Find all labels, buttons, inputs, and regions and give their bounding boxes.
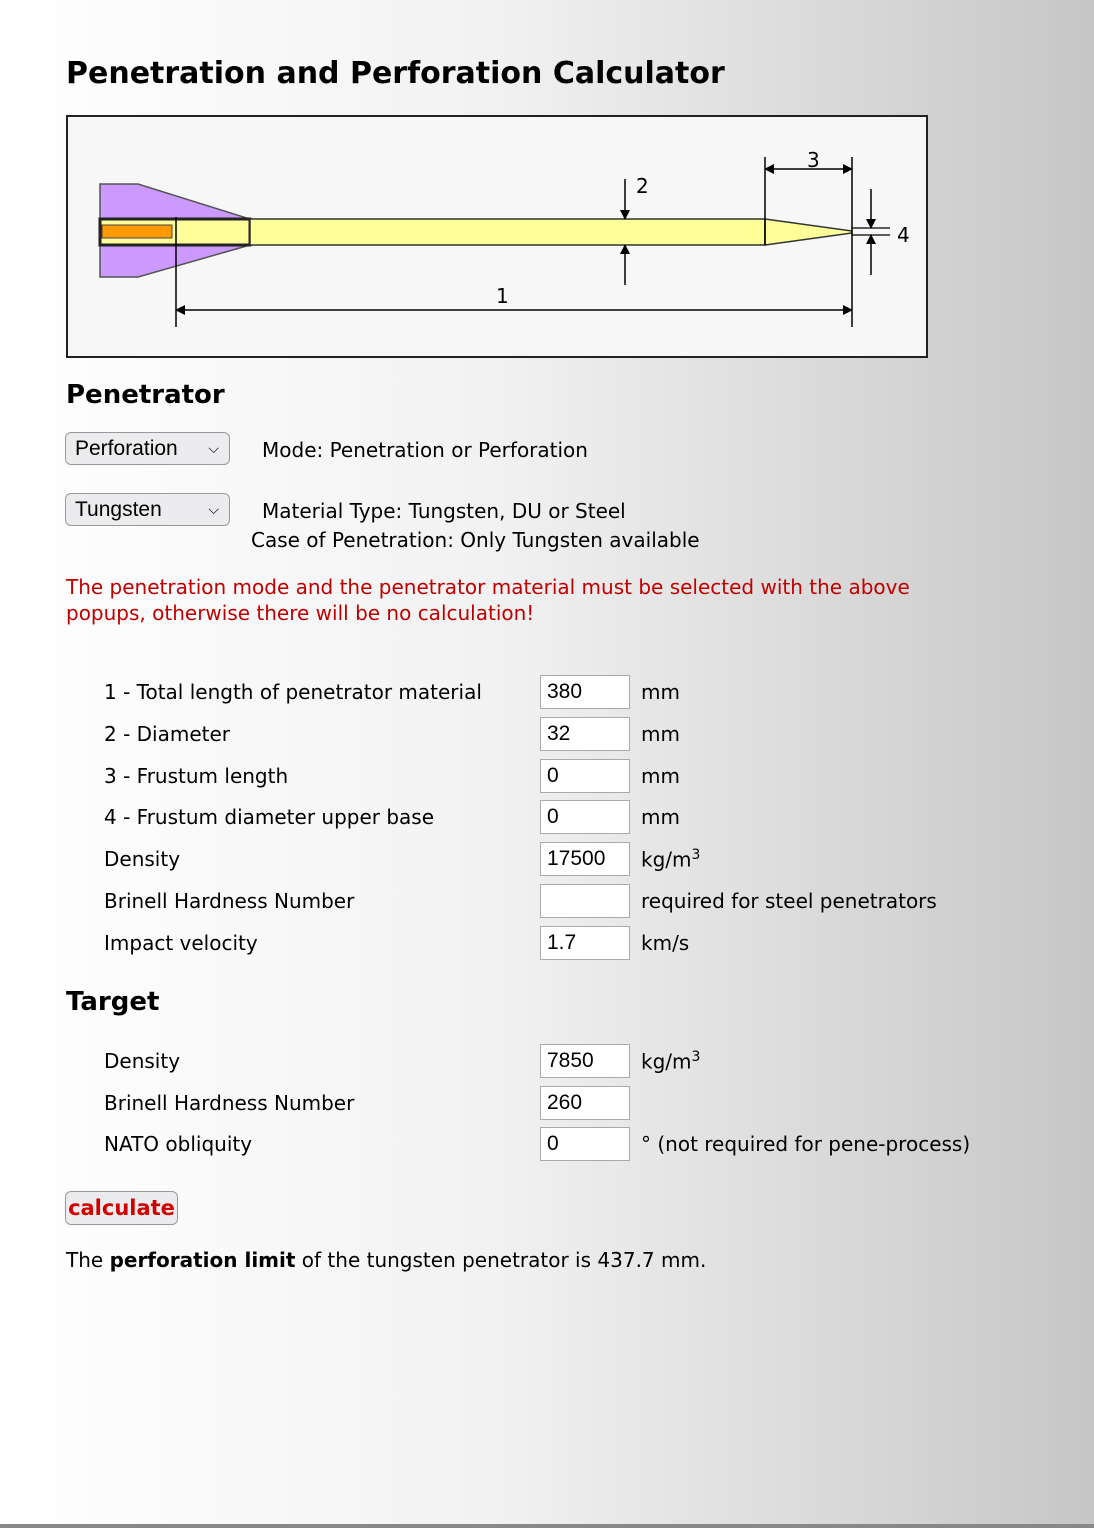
unit-text: ° (not required for pene-process)	[641, 1132, 971, 1156]
warning-text: The penetration mode and the penetrator …	[66, 575, 910, 625]
material-note: Case of Penetration: Only Tungsten avail…	[251, 528, 700, 552]
field-label: NATO obliquity	[104, 1132, 253, 1156]
page-title: Penetration and Perforation Calculator	[66, 56, 725, 91]
unit-text: kg/m	[641, 1049, 692, 1074]
material-description: Material Type: Tungsten, DU or Steel	[262, 499, 626, 523]
field-unit: required for steel penetrators	[641, 889, 937, 913]
unit-text: kg/m	[641, 847, 692, 872]
rod	[249, 218, 766, 246]
unit-text: required for steel penetrators	[641, 889, 937, 913]
label-4: 4	[897, 223, 910, 247]
field-label: Impact velocity	[104, 930, 258, 955]
material-select-value: Tungsten	[75, 498, 162, 521]
unit-text: mm	[641, 805, 680, 830]
field-input[interactable]	[540, 884, 630, 918]
field-unit: mm	[641, 805, 680, 829]
mode-select[interactable]: Perforation ⌵	[65, 432, 230, 465]
field-input[interactable]: 0	[540, 758, 630, 793]
field-input[interactable]: 7850	[540, 1044, 630, 1078]
field-label: Brinell Hardness Number	[104, 889, 355, 913]
target-heading: Target	[66, 987, 160, 1017]
field-unit: ° (not required for pene-process)	[641, 1132, 970, 1156]
material-select[interactable]: Tungsten ⌵	[65, 493, 230, 526]
penetrator-drawing: 3 2 1 4	[98, 148, 910, 327]
unit-text: mm	[641, 721, 680, 746]
core	[101, 224, 173, 239]
result-prefix: The	[66, 1248, 110, 1272]
field-label: Density	[104, 847, 181, 872]
field-unit: kg/m3	[641, 1049, 700, 1074]
calculate-button[interactable]: calculate	[65, 1191, 178, 1225]
mode-select-value: Perforation	[75, 437, 178, 460]
field-unit: mm	[641, 764, 680, 788]
bottom-border	[0, 1524, 1094, 1528]
label-1: 1	[496, 284, 509, 308]
field-input[interactable]: 17500	[540, 842, 630, 877]
field-input[interactable]: 1.7	[540, 925, 630, 960]
sleeve	[98, 217, 252, 247]
field-label: 1 - Total length of penetrator material	[104, 680, 482, 704]
field-input[interactable]: 0	[540, 1127, 630, 1161]
penetrator-diagram: 3 2 1 4	[66, 115, 928, 358]
label-3: 3	[807, 148, 820, 172]
unit-superscript: 3	[691, 847, 701, 864]
result-bold: perforation limit	[109, 1248, 296, 1272]
field-input[interactable]: 380	[540, 675, 630, 709]
result-text: The perforation limit of the tungsten pe…	[66, 1248, 706, 1272]
field-unit: kg/m3	[641, 847, 700, 872]
field-label: Density	[104, 1049, 181, 1073]
field-unit: mm	[641, 680, 680, 704]
field-label: 4 - Frustum diameter upper base	[104, 805, 435, 830]
unit-superscript: 3	[691, 1049, 701, 1065]
chevron-down-icon: ⌵	[208, 501, 219, 517]
field-unit: mm	[641, 722, 680, 746]
result-suffix: of the tungsten penetrator is 437.7 mm.	[295, 1248, 707, 1272]
chevron-down-icon: ⌵	[208, 440, 219, 456]
field-input[interactable]: 0	[540, 800, 630, 835]
field-label: 2 - Diameter	[104, 721, 231, 746]
field-unit: km/s	[641, 931, 689, 955]
field-input[interactable]: 260	[540, 1085, 630, 1120]
field-label: Brinell Hardness Number	[104, 1090, 355, 1115]
mode-description: Mode: Penetration or Perforation	[262, 438, 588, 462]
frustum	[764, 218, 853, 246]
unit-text: mm	[641, 680, 680, 704]
unit-text: mm	[641, 763, 680, 788]
unit-text: km/s	[641, 930, 690, 955]
field-label: 3 - Frustum length	[104, 763, 289, 788]
field-input[interactable]: 32	[540, 716, 630, 751]
label-2: 2	[636, 174, 649, 198]
penetrator-heading: Penetrator	[66, 380, 225, 410]
